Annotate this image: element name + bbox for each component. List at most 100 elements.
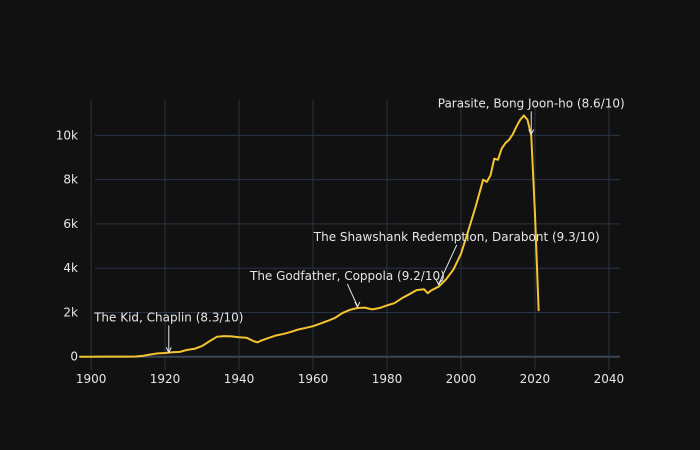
data-point bbox=[475, 205, 477, 207]
data-point bbox=[201, 345, 203, 347]
axis-ticks: 1900 1920 1940 1960 1980 2000 2020 2040 0 2k 4k 6k 8… bbox=[56, 128, 624, 386]
data-point bbox=[238, 336, 240, 338]
data-point bbox=[453, 268, 455, 270]
data-point bbox=[538, 309, 540, 311]
data-point bbox=[445, 278, 447, 280]
annotation-label: The Shawshank Redemption, Darabont (9.3/… bbox=[313, 230, 600, 244]
data-point bbox=[515, 126, 517, 128]
data-point bbox=[482, 179, 484, 181]
data-point bbox=[223, 335, 225, 337]
data-point bbox=[490, 174, 492, 176]
x-tick-label: 1960 bbox=[298, 372, 329, 386]
data-point bbox=[194, 348, 196, 350]
data-point bbox=[393, 302, 395, 304]
data-point bbox=[342, 312, 344, 314]
data-point bbox=[327, 320, 329, 322]
data-point bbox=[149, 354, 151, 356]
x-tick-label: 1900 bbox=[76, 372, 107, 386]
data-point bbox=[371, 308, 373, 310]
data-point bbox=[416, 289, 418, 291]
data-point bbox=[186, 349, 188, 351]
data-point bbox=[257, 341, 259, 343]
data-point bbox=[319, 323, 321, 325]
data-point bbox=[101, 356, 103, 358]
data-point bbox=[504, 142, 506, 144]
x-tick-label: 1980 bbox=[372, 372, 403, 386]
data-point bbox=[134, 356, 136, 358]
data-point bbox=[508, 139, 510, 141]
y-tick-label: 0 bbox=[70, 350, 78, 364]
data-point bbox=[123, 356, 125, 358]
data-point bbox=[231, 335, 233, 337]
data-point bbox=[275, 334, 277, 336]
data-point bbox=[523, 114, 525, 116]
data-point bbox=[164, 352, 166, 354]
data-point bbox=[430, 289, 432, 291]
data-point bbox=[179, 351, 181, 353]
data-point bbox=[90, 356, 92, 358]
data-point bbox=[112, 356, 114, 358]
data-point bbox=[245, 337, 247, 339]
data-point bbox=[253, 340, 255, 342]
data-point bbox=[408, 293, 410, 295]
annotation: Parasite, Bong Joon-ho (8.6/10) bbox=[438, 96, 625, 136]
data-point bbox=[157, 352, 159, 354]
data-point bbox=[282, 333, 284, 335]
data-point bbox=[208, 340, 210, 342]
x-tick-label: 2020 bbox=[520, 372, 551, 386]
data-point bbox=[312, 325, 314, 327]
data-point bbox=[427, 292, 429, 294]
data-point bbox=[527, 119, 529, 121]
annotation-arrowhead bbox=[354, 301, 361, 309]
data-point bbox=[216, 336, 218, 338]
data-point bbox=[401, 297, 403, 299]
annotation-label: Parasite, Bong Joon-ho (8.6/10) bbox=[438, 96, 625, 110]
annotation-arrow bbox=[346, 283, 358, 307]
data-point bbox=[519, 119, 521, 121]
data-point bbox=[260, 340, 262, 342]
annotation-arrow bbox=[438, 244, 458, 285]
data-point bbox=[512, 133, 514, 135]
data-point bbox=[290, 331, 292, 333]
annotation: The Shawshank Redemption, Darabont (9.3/… bbox=[313, 230, 600, 287]
series-layer bbox=[79, 114, 540, 358]
data-point bbox=[171, 351, 173, 353]
x-tick-label: 1940 bbox=[224, 372, 255, 386]
annotation-label: The Kid, Chaplin (8.3/10) bbox=[93, 310, 243, 324]
data-point bbox=[142, 355, 144, 357]
y-tick-label: 6k bbox=[63, 217, 78, 231]
series-line bbox=[79, 114, 540, 358]
annotation-arrowhead bbox=[435, 279, 442, 287]
data-point bbox=[334, 317, 336, 319]
annotation: The Godfather, Coppola (9.2/10) bbox=[249, 269, 445, 309]
data-point bbox=[460, 253, 462, 255]
data-point bbox=[497, 159, 499, 161]
data-point bbox=[297, 329, 299, 331]
data-point bbox=[386, 304, 388, 306]
data-point bbox=[493, 158, 495, 160]
y-tick-label: 4k bbox=[63, 261, 78, 275]
annotations: The Kid, Chaplin (8.3/10) The Godfather, … bbox=[93, 96, 625, 354]
data-point bbox=[501, 148, 503, 150]
data-point bbox=[305, 327, 307, 329]
data-point bbox=[534, 212, 536, 214]
annotation-arrowhead bbox=[528, 129, 535, 136]
annotation-label: The Godfather, Coppola (9.2/10) bbox=[249, 269, 445, 283]
y-tick-label: 8k bbox=[63, 173, 78, 187]
x-tick-label: 2040 bbox=[594, 372, 625, 386]
data-point bbox=[423, 288, 425, 290]
data-point bbox=[364, 307, 366, 309]
data-point bbox=[349, 309, 351, 311]
data-point bbox=[379, 307, 381, 309]
annotation-arrowhead bbox=[165, 347, 172, 354]
data-point bbox=[486, 181, 488, 183]
y-tick-label: 2k bbox=[63, 305, 78, 319]
annotation: The Kid, Chaplin (8.3/10) bbox=[93, 310, 243, 354]
x-tick-label: 1920 bbox=[150, 372, 181, 386]
data-point bbox=[79, 356, 81, 358]
grid-lines bbox=[90, 100, 620, 370]
data-point bbox=[268, 337, 270, 339]
